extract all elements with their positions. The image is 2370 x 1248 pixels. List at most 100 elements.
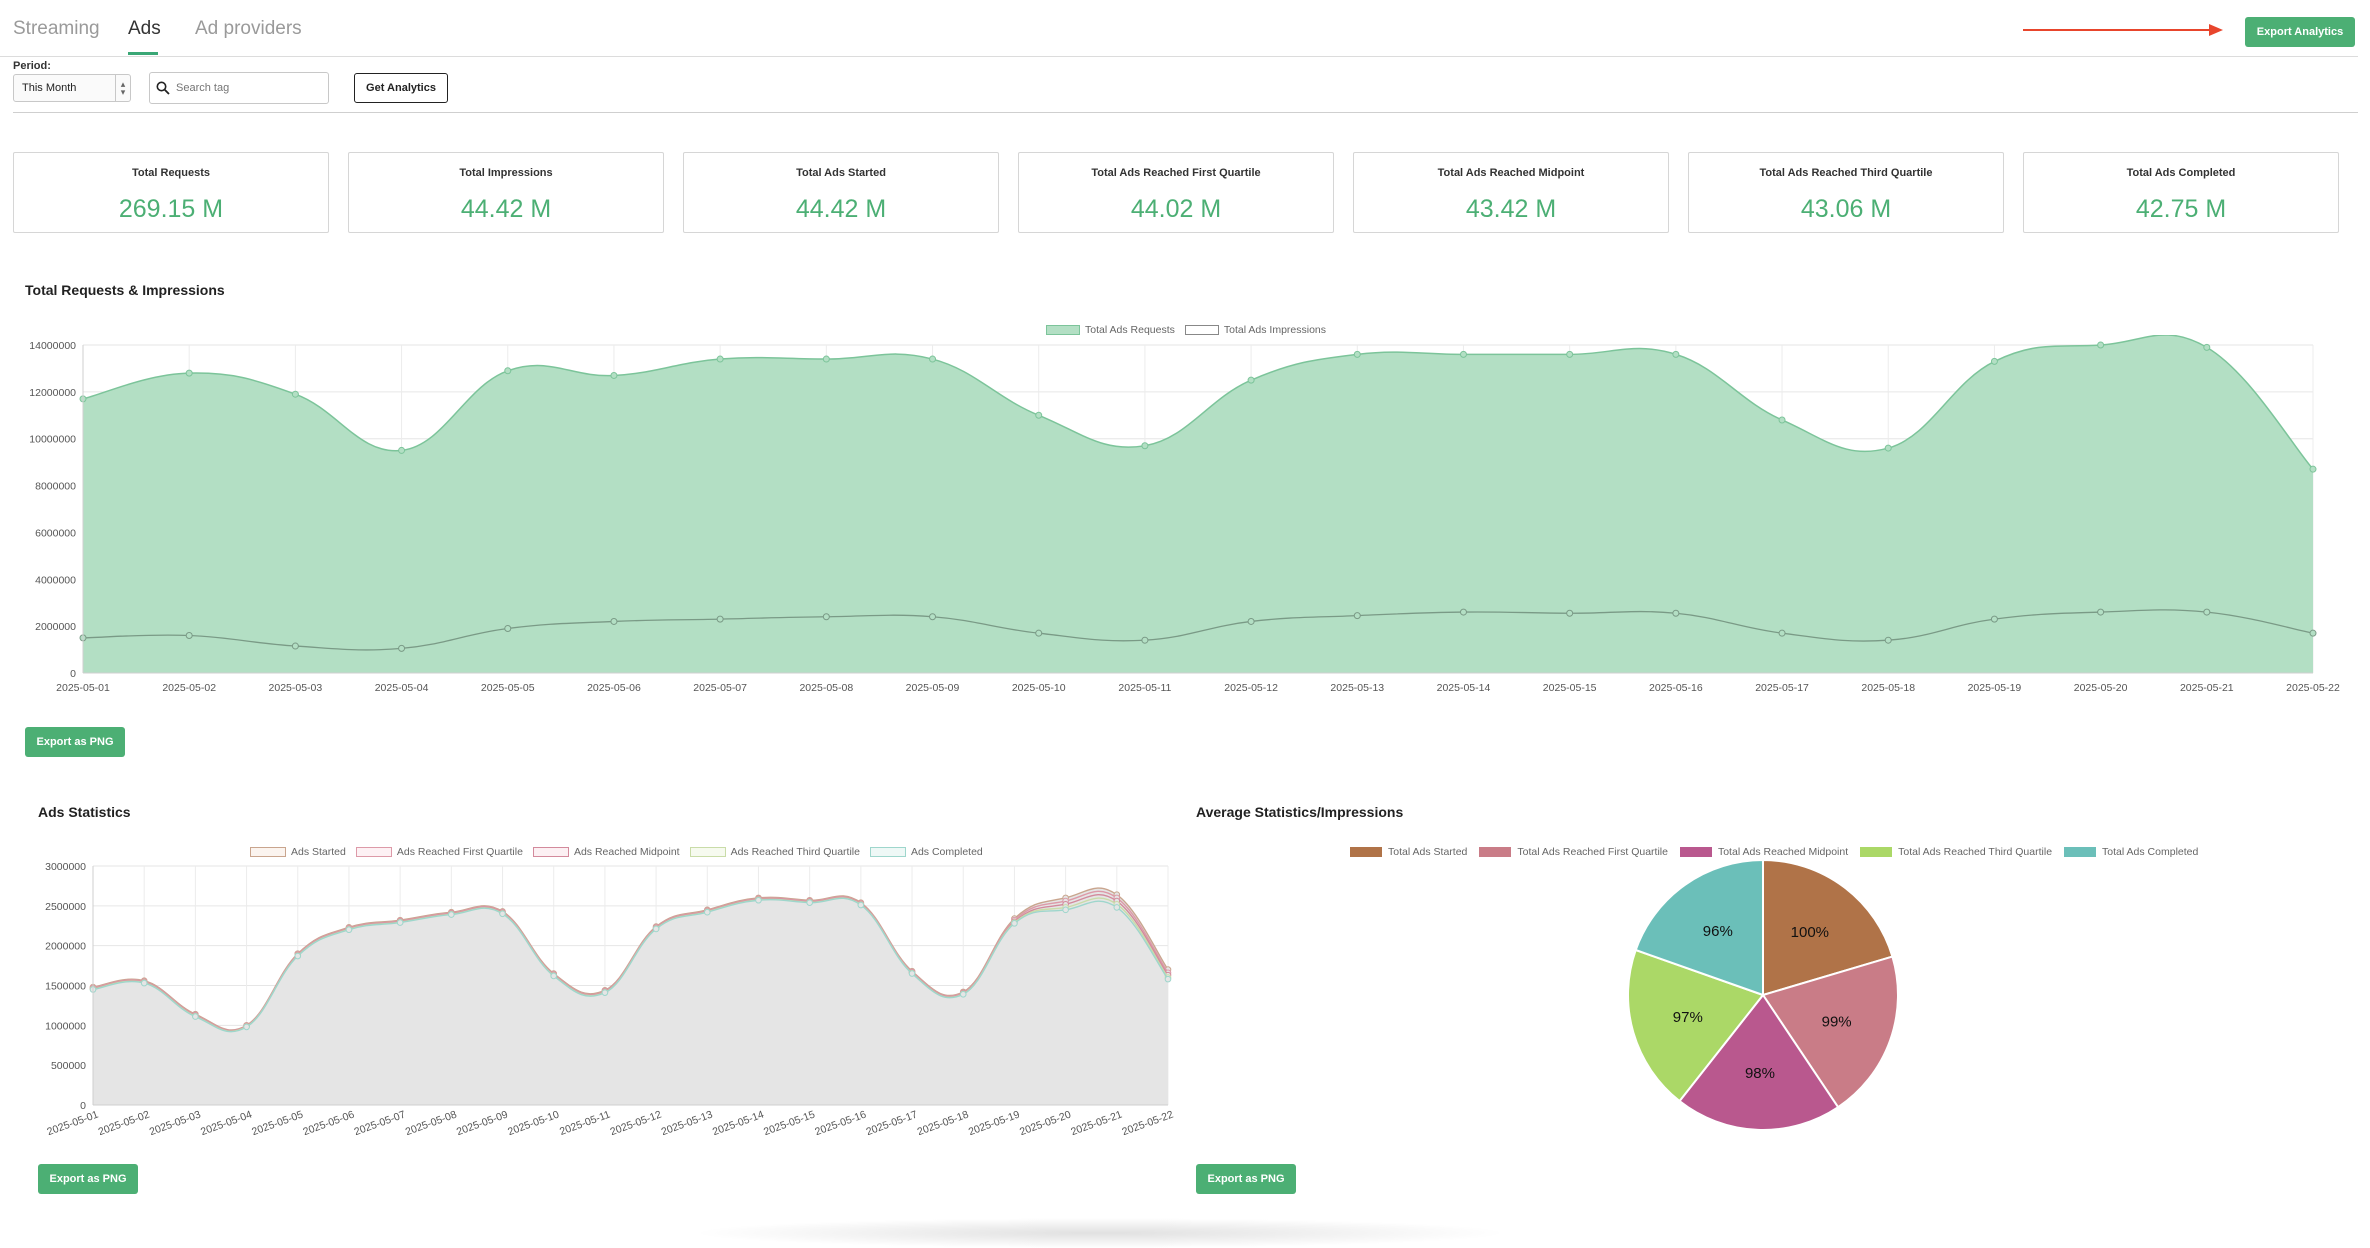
select-arrows-icon: ▴ ▾ bbox=[115, 75, 130, 101]
y-tick-label: 14000000 bbox=[29, 340, 76, 352]
legend-item[interactable]: Ads Reached Midpoint bbox=[532, 846, 680, 858]
x-tick-label: 2025-05-17 bbox=[864, 1108, 919, 1135]
ads-series-point bbox=[806, 899, 813, 906]
y-tick-label: 0 bbox=[70, 668, 76, 680]
export-png-button-average[interactable]: Export as PNG bbox=[1196, 1164, 1296, 1194]
requests-point bbox=[1884, 444, 1892, 452]
legend-label: Total Ads Reached Third Quartile bbox=[1898, 846, 2053, 858]
legend-swatch bbox=[869, 847, 906, 857]
legend-label: Ads Reached Midpoint bbox=[573, 846, 680, 858]
x-tick-label: 2025-05-04 bbox=[199, 1108, 254, 1135]
legend-label: Ads Reached First Quartile bbox=[396, 846, 523, 858]
ads-series-point bbox=[1113, 904, 1121, 911]
y-tick-label: 2500000 bbox=[45, 901, 86, 913]
y-tick-label: 10000000 bbox=[29, 434, 76, 446]
ads-series-point bbox=[652, 925, 660, 933]
legend-item[interactable]: Ads Completed bbox=[869, 846, 983, 858]
tab-ad-providers[interactable]: Ad providers bbox=[195, 18, 302, 39]
impressions-point bbox=[2097, 608, 2105, 616]
get-analytics-button[interactable]: Get Analytics bbox=[354, 73, 448, 103]
x-tick-label: 2025-05-20 bbox=[2074, 682, 2128, 694]
tab-ads[interactable]: Ads bbox=[128, 18, 161, 39]
pie-slice-label: 97% bbox=[1673, 1009, 1703, 1026]
ads-series-point bbox=[448, 911, 455, 918]
impressions-point bbox=[1353, 612, 1361, 620]
stat-card-total-requests: Total Requests 269.15 M bbox=[13, 152, 329, 233]
legend-swatch bbox=[250, 847, 286, 857]
pie-slice bbox=[1678, 993, 1840, 1131]
legend-swatch bbox=[1184, 325, 1219, 335]
x-tick-label: 2025-05-22 bbox=[1120, 1108, 1175, 1135]
ads-series-point bbox=[345, 926, 353, 934]
export-png-button-ads[interactable]: Export as PNG bbox=[38, 1164, 138, 1194]
impressions-point bbox=[1035, 629, 1043, 637]
stat-label: Total Ads Reached Third Quartile bbox=[1759, 167, 1933, 179]
legend-swatch bbox=[1046, 325, 1080, 335]
ads-series-line bbox=[92, 897, 1169, 1033]
impressions-point bbox=[1990, 615, 1998, 623]
x-tick-label: 2025-05-08 bbox=[799, 682, 853, 694]
ads-series-point bbox=[550, 972, 558, 980]
x-tick-label: 2025-05-09 bbox=[455, 1108, 510, 1135]
legend-item[interactable]: Total Ads Reached Midpoint bbox=[1679, 846, 1848, 858]
legend-item[interactable]: Total Ads Reached Third Quartile bbox=[1860, 846, 2052, 858]
export-analytics-button[interactable]: Export Analytics bbox=[2245, 17, 2355, 47]
stat-value: 42.75 M bbox=[2135, 195, 2227, 223]
export-png-button-requests[interactable]: Export as PNG bbox=[25, 727, 125, 757]
stat-card-total-ads-started: Total Ads Started 44.42 M bbox=[683, 152, 999, 233]
impressions-point bbox=[2309, 629, 2317, 637]
x-tick-label: 2025-05-19 bbox=[1968, 682, 2022, 694]
legend-swatch bbox=[1479, 847, 1512, 857]
average-statistics-title: Average Statistics/Impressions bbox=[1196, 804, 1404, 820]
legend-item[interactable]: Total Ads Requests bbox=[1046, 324, 1175, 336]
legend-item[interactable]: Total Ads Completed bbox=[2064, 846, 2198, 858]
legend-item[interactable]: Ads Reached Third Quartile bbox=[689, 846, 860, 858]
requests-chart-title: Total Requests & Impressions bbox=[25, 282, 225, 298]
legend-label: Ads Started bbox=[291, 846, 346, 858]
ads-series-point bbox=[294, 952, 302, 960]
stat-label: Total Impressions bbox=[459, 167, 553, 179]
impressions-point bbox=[1672, 609, 1680, 617]
legend-label: Total Ads Impressions bbox=[1223, 324, 1327, 336]
ads-series-point bbox=[857, 901, 865, 909]
pie-slice bbox=[1762, 858, 1894, 997]
y-tick-label: 4000000 bbox=[35, 574, 76, 586]
tab-streaming[interactable]: Streaming bbox=[13, 18, 100, 39]
y-tick-label: 1500000 bbox=[45, 981, 86, 993]
requests-point bbox=[398, 446, 406, 454]
legend-item[interactable]: Ads Started bbox=[250, 846, 346, 858]
legend-item[interactable]: Total Ads Impressions bbox=[1184, 324, 1327, 336]
ads-statistics-chart: 0 500000 1000000 1500000 2000000 2500000 30000… bbox=[45, 861, 1175, 1135]
legend-item[interactable]: Total Ads Started bbox=[1350, 846, 1467, 858]
requests-point bbox=[504, 367, 512, 375]
period-select-value: This Month bbox=[22, 82, 77, 94]
x-tick-label: 2025-05-14 bbox=[711, 1108, 766, 1135]
pie-slice-label: 99% bbox=[1822, 1014, 1852, 1031]
stat-card-completed: Total Ads Completed 42.75 M bbox=[2023, 152, 2339, 233]
legend-item[interactable]: Ads Reached First Quartile bbox=[355, 846, 523, 858]
impressions-point bbox=[185, 632, 193, 640]
legend-label: Total Ads Reached First Quartile bbox=[1517, 846, 1668, 858]
stat-label: Total Ads Reached First Quartile bbox=[1091, 167, 1261, 179]
ads-series-point bbox=[192, 1013, 199, 1020]
period-label: Period: bbox=[13, 60, 51, 72]
y-tick-label: 0 bbox=[80, 1100, 86, 1112]
search-tag-field[interactable] bbox=[149, 72, 329, 104]
ads-series-point bbox=[703, 908, 711, 916]
impressions-point bbox=[1247, 617, 1255, 625]
x-tick-label: 2025-05-02 bbox=[97, 1108, 152, 1135]
period-select[interactable]: This Month ▴ ▾ bbox=[13, 74, 131, 102]
legend-item[interactable]: Total Ads Reached First Quartile bbox=[1479, 846, 1668, 858]
requests-point bbox=[610, 371, 618, 379]
pie-slice bbox=[1627, 948, 1765, 1103]
y-tick-label: 2000000 bbox=[35, 621, 76, 633]
impressions-point bbox=[398, 644, 406, 652]
ads-series-point bbox=[243, 1023, 250, 1031]
stat-card-third-quartile: Total Ads Reached Third Quartile 43.06 M bbox=[1688, 152, 2004, 233]
search-tag-input[interactable] bbox=[174, 81, 318, 95]
stat-label: Total Ads Completed bbox=[2126, 167, 2236, 179]
stat-card-total-impressions: Total Impressions 44.42 M bbox=[348, 152, 664, 233]
ads-area-fill bbox=[93, 888, 1168, 1105]
x-tick-label: 2025-05-03 bbox=[269, 682, 323, 694]
x-tick-label: 2025-05-10 bbox=[1012, 682, 1066, 694]
